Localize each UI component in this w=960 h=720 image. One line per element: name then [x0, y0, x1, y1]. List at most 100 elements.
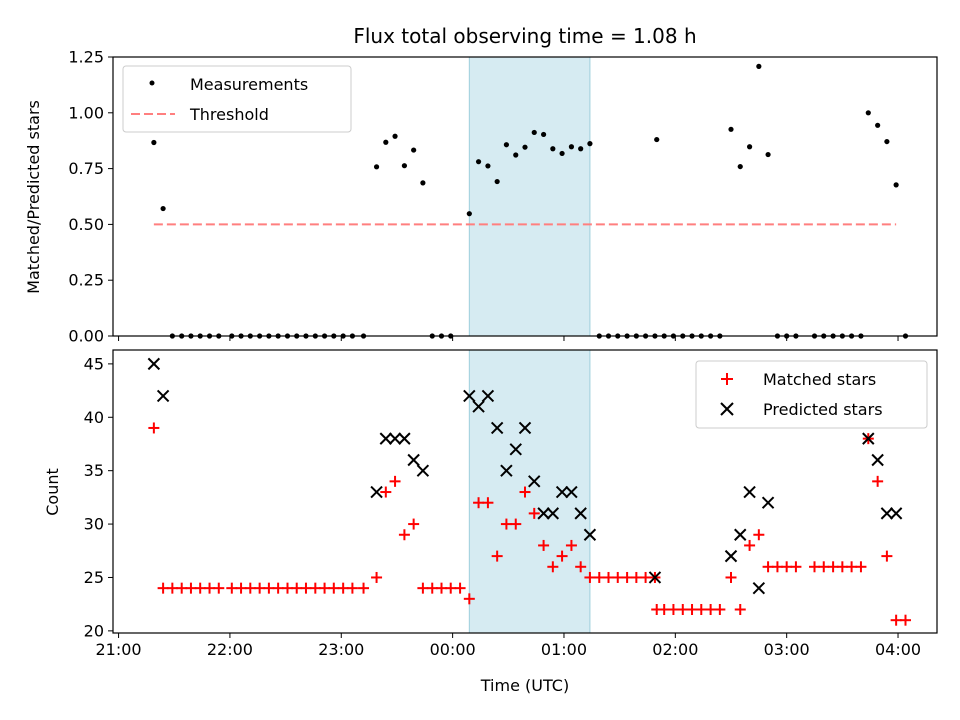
matched-star-point	[389, 475, 401, 487]
matched-star-point	[667, 604, 679, 616]
bottom-y-axis-label: Count	[43, 468, 62, 516]
measurement-point	[522, 144, 528, 150]
measurement-point	[420, 180, 426, 186]
matched-star-point	[272, 582, 284, 594]
matched-star-point	[291, 582, 303, 594]
matched-star-point	[371, 571, 383, 583]
matched-star-point	[319, 582, 331, 594]
matched-star-point	[714, 604, 726, 616]
measurement-point	[568, 144, 575, 150]
matched-star-point	[836, 561, 848, 573]
matched-star-point	[235, 582, 247, 594]
matched-star-point	[463, 593, 475, 605]
predicted-star-point	[370, 485, 383, 499]
bottom-x-axis-label: Time (UTC)	[480, 676, 569, 695]
bottom-y-ticks: 20 25 30 35 40 45	[84, 354, 113, 640]
top-legend: Measurements Threshold	[122, 65, 352, 133]
bottom-x-tick-label: 23:00	[318, 640, 364, 659]
predicted-star-point	[555, 485, 569, 499]
bottom-x-tick-label: 22:00	[207, 640, 253, 659]
measurement-point	[494, 178, 500, 185]
matched-star-point	[445, 582, 457, 594]
top-chart-title: Flux total observing time = 1.08 h	[353, 24, 696, 48]
measurement-point	[531, 129, 537, 136]
matched-star-point	[519, 486, 531, 498]
matched-star-point	[244, 582, 256, 594]
bottom-legend-box	[695, 360, 928, 429]
predicted-star-point	[379, 432, 393, 445]
matched-star-point	[725, 571, 737, 583]
bottom-x-tick-label: 00:00	[430, 640, 476, 659]
matched-star-point	[346, 582, 358, 594]
matched-star-point	[454, 582, 466, 594]
matched-star-point	[547, 561, 559, 573]
measurement-point	[540, 131, 547, 138]
matched-star-point	[565, 539, 577, 551]
matched-star-point	[846, 561, 858, 573]
predicted-star-point	[472, 400, 485, 413]
measurement-point	[503, 142, 510, 148]
measurement-point	[737, 163, 743, 170]
measurement-point	[728, 126, 734, 132]
matched-star-point	[510, 518, 522, 530]
matched-star-point	[881, 550, 893, 562]
matched-star-point	[204, 582, 216, 594]
legend-measurements-label: Measurements	[190, 75, 308, 94]
bot-y-tick-label: 25	[84, 568, 104, 587]
matched-star-point	[640, 571, 652, 583]
bot-y-tick-label: 40	[84, 408, 104, 427]
top-y-tick-label: 0.25	[68, 271, 104, 290]
bottom-x-tick-label: 04:00	[875, 640, 921, 659]
bot-y-tick-label: 35	[84, 461, 104, 480]
measurement-point	[485, 163, 491, 169]
measurement-point	[756, 63, 762, 69]
bottom-x-tick-label: 02:00	[652, 640, 698, 659]
measurement-point	[401, 163, 408, 169]
predicted-star-point	[500, 464, 513, 477]
top-x-ticks	[118, 336, 899, 341]
top-plot-frame	[112, 56, 938, 337]
matched-star-point	[695, 604, 707, 616]
matched-star-point	[358, 582, 370, 594]
matched-star-point	[500, 518, 512, 530]
top-shaded-span-rect	[468, 56, 591, 337]
top-y-tick-label: 0.75	[68, 159, 104, 178]
top-y-tick-label: 0.00	[68, 327, 104, 346]
measurement-point	[893, 182, 899, 188]
matched-star-point	[630, 571, 642, 583]
predicted-star-point	[871, 453, 884, 467]
predicted-star-point	[416, 464, 430, 477]
top-y-tick-label: 1.25	[68, 48, 104, 67]
measurement-point	[654, 136, 660, 143]
predicted-star-point	[761, 496, 775, 509]
measurement-point	[160, 205, 166, 212]
top-y-ticks: 0.00 0.25 0.50 0.75 1.00 1.25	[68, 48, 113, 346]
predicted-star-point	[463, 389, 476, 403]
measurement-point	[884, 138, 890, 145]
predicted-star-point	[509, 443, 522, 456]
measurement-point	[559, 150, 565, 157]
predicted-star-point	[537, 507, 550, 520]
matched-star-point	[818, 561, 830, 573]
legend-matched-label: Matched stars	[763, 370, 876, 389]
matched-star-point	[408, 518, 420, 530]
bottom-panel: 20 25 30 35 40 45 21:00 22:00 23:00 00:00 01:00 02…	[43, 349, 938, 695]
measurement-point	[513, 152, 519, 158]
matched-star-point	[771, 561, 783, 573]
measurement-point	[411, 147, 417, 153]
matched-star-point	[744, 539, 756, 551]
measurement-point	[475, 159, 482, 165]
top-y-axis-label: Matched/Predicted stars	[24, 100, 43, 294]
predicted-star-point	[565, 485, 578, 499]
matched-star-point	[337, 582, 349, 594]
predicted-star-point	[880, 507, 894, 520]
bot-y-tick-label: 20	[84, 621, 104, 640]
measurement-point	[587, 141, 593, 147]
top-panel: Flux total observing time = 1.08 h 0.00 0…	[24, 24, 938, 346]
matched-star-point	[380, 486, 392, 498]
matched-star-point	[621, 571, 633, 583]
matched-star-point	[593, 571, 605, 583]
predicted-star-point	[734, 528, 747, 541]
matched-star-point	[254, 582, 266, 594]
predicted-star-point	[407, 453, 420, 467]
